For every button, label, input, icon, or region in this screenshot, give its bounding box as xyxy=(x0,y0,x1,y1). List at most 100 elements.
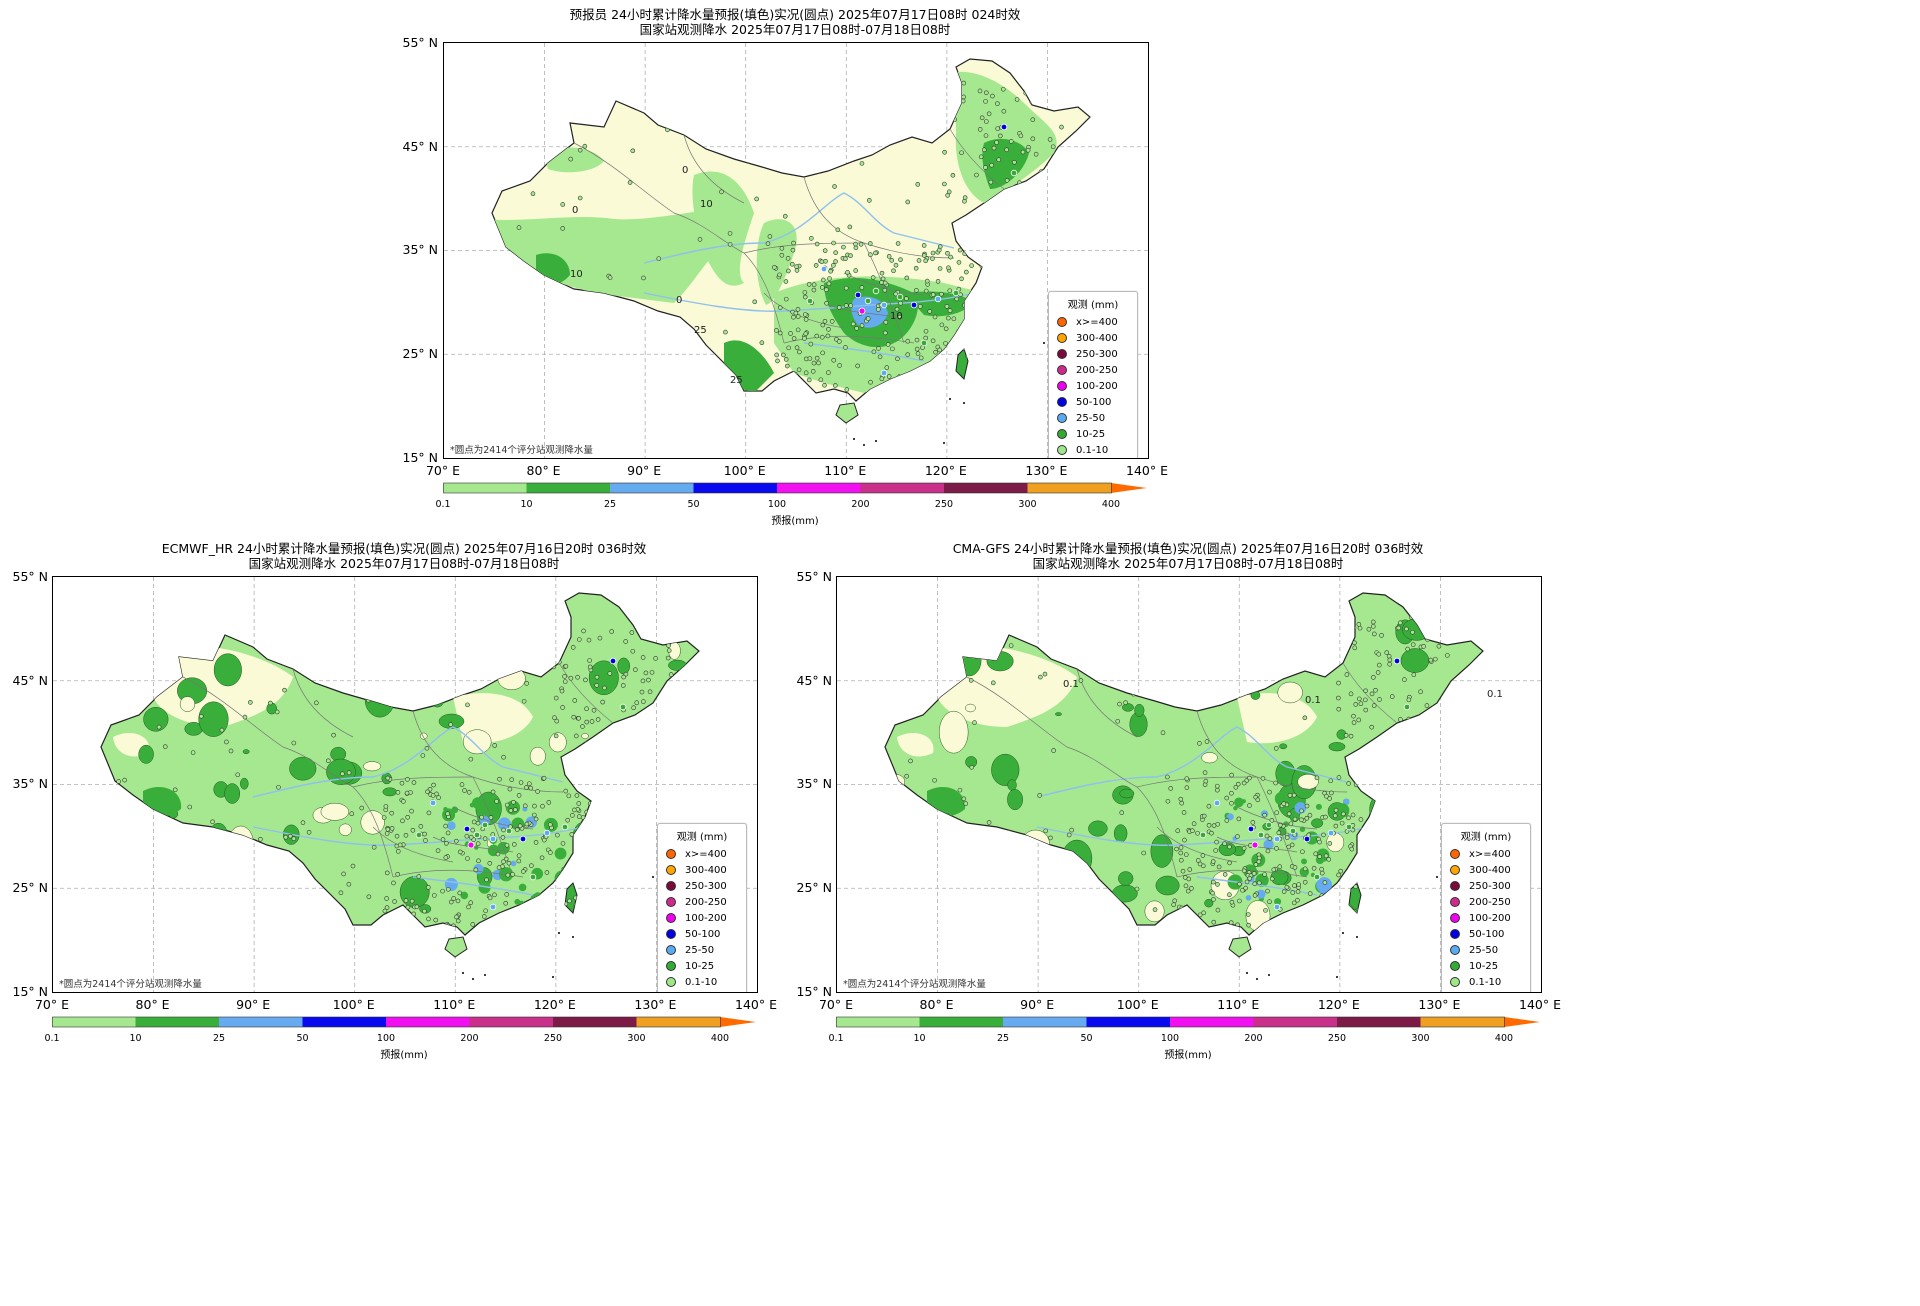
precip-blob xyxy=(252,906,281,949)
legend-label: 50-100 xyxy=(1076,396,1112,408)
station-dot xyxy=(425,789,430,795)
station-dot-heavy xyxy=(880,369,888,377)
station-dot xyxy=(948,254,953,260)
station-dot xyxy=(468,756,474,762)
station-dot xyxy=(501,859,506,864)
station-dot xyxy=(544,907,550,913)
station-dot xyxy=(959,150,964,156)
station-dot-heavy xyxy=(1313,873,1321,881)
legend-item: 100-200 xyxy=(1448,910,1524,926)
station-dot xyxy=(470,922,476,927)
station-dot xyxy=(913,265,919,271)
panel-title: 预报员 24小时累计降水量预报(填色)实况(圆点) 2025年07月17日08时… xyxy=(443,7,1147,37)
precip-blob xyxy=(1057,895,1083,919)
station-dot xyxy=(705,129,711,134)
island xyxy=(1336,976,1338,978)
precip-blob xyxy=(312,909,337,938)
station-dot xyxy=(986,111,992,117)
station-dot xyxy=(848,253,853,258)
station-dot xyxy=(1202,770,1208,775)
station-dot xyxy=(516,853,522,858)
station-dot xyxy=(1352,873,1357,879)
station-dot xyxy=(513,807,518,812)
precip-blob xyxy=(1347,907,1376,931)
station-dot xyxy=(426,810,432,816)
precip-blob xyxy=(1226,813,1234,821)
station-dot xyxy=(837,363,842,368)
station-dot xyxy=(978,154,984,160)
station-dot xyxy=(653,656,658,661)
station-dot xyxy=(1184,785,1190,790)
station-dot xyxy=(876,346,881,351)
title-line-1: CMA-GFS 24小时累计降水量预报(填色)实况(圆点) 2025年07月16… xyxy=(952,541,1424,556)
station-dot xyxy=(524,681,529,686)
precip-blob xyxy=(624,904,633,917)
precip-blob xyxy=(1368,739,1390,764)
station-dot xyxy=(668,672,674,677)
colorbar-border xyxy=(836,1016,1505,1028)
station-dot xyxy=(1252,881,1258,887)
station-dot xyxy=(1323,853,1329,859)
station-dot xyxy=(183,648,188,653)
province-border xyxy=(966,676,1138,788)
station-dot xyxy=(971,327,977,333)
station-dot-heavy xyxy=(1213,799,1221,807)
station-dot xyxy=(130,829,135,835)
precip-blob xyxy=(548,732,567,753)
station-dot xyxy=(1345,617,1351,623)
station-dot xyxy=(524,785,529,790)
station-dot xyxy=(572,807,577,813)
station-dot xyxy=(1307,891,1313,896)
contour-label: 0 xyxy=(682,165,688,176)
station-dot xyxy=(1336,872,1341,878)
station-dot xyxy=(1008,139,1014,144)
station-dot xyxy=(1431,630,1437,636)
legend-item: 25-50 xyxy=(1055,410,1131,426)
legend-dot xyxy=(1450,881,1460,891)
legend-label: 300-400 xyxy=(685,864,727,876)
station-dot xyxy=(1042,671,1048,677)
station-dot xyxy=(1336,706,1342,712)
station-dot xyxy=(643,670,649,676)
station-dot xyxy=(1030,117,1036,122)
station-dot xyxy=(1253,862,1259,867)
station-dot xyxy=(233,899,239,904)
title-line-2: 国家站观测降水 2025年07月17日08时-07月18日08时 xyxy=(1032,556,1344,571)
station-dot xyxy=(1418,689,1423,695)
precip-blob xyxy=(1201,752,1218,764)
precip-blob xyxy=(1263,839,1274,850)
station-dot xyxy=(802,336,807,341)
precip-blob xyxy=(1088,820,1108,837)
station-dot xyxy=(814,241,820,247)
station-dot xyxy=(1330,915,1335,921)
lon-label: 140° E xyxy=(1519,997,1561,1012)
station-dot xyxy=(853,245,859,251)
station-dot xyxy=(859,161,865,166)
station-dot xyxy=(944,121,949,127)
station-dot xyxy=(1346,781,1351,786)
station-dot xyxy=(1328,778,1334,784)
legend-dot xyxy=(1450,849,1460,859)
station-note: *圆点为2414个评分站观测降水量 xyxy=(843,979,986,990)
station-dot xyxy=(587,664,593,670)
station-dot xyxy=(582,828,587,834)
station-dot xyxy=(1405,646,1410,652)
station-dot xyxy=(968,678,974,683)
station-dot xyxy=(777,305,783,310)
station-dot xyxy=(454,838,459,844)
station-dot xyxy=(581,911,587,917)
station-dot xyxy=(953,107,959,113)
province-border xyxy=(1136,786,1178,878)
station-dot xyxy=(1302,879,1308,885)
station-dot xyxy=(521,869,526,874)
lon-label: 130° E xyxy=(1025,463,1068,478)
station-dot xyxy=(1296,882,1301,887)
station-dot xyxy=(1215,787,1220,793)
precip-blob xyxy=(179,696,196,712)
station-dot xyxy=(774,328,779,333)
station-dot xyxy=(937,347,942,353)
station-dot xyxy=(403,898,409,903)
lat-label: 15° N xyxy=(796,984,832,999)
province-border xyxy=(783,335,915,344)
station-dot xyxy=(531,812,537,818)
